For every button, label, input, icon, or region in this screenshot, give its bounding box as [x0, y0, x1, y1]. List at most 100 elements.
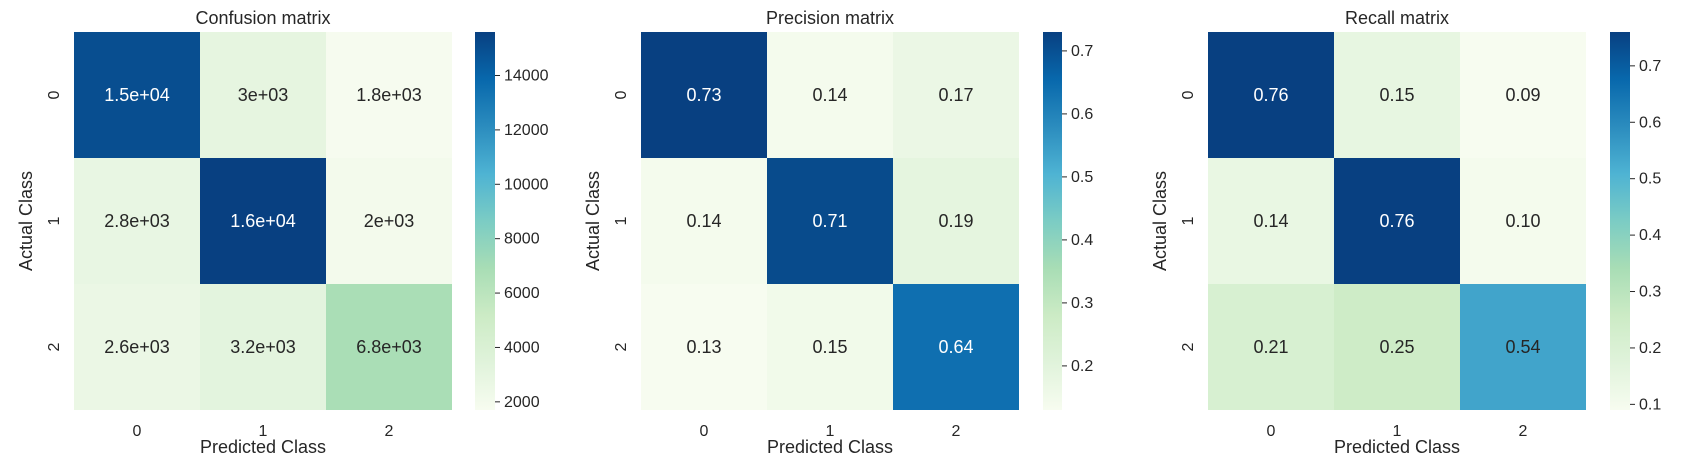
colorbar-tick-label: 0.2 [1639, 340, 1661, 357]
colorbar-tick-label: 0.6 [1639, 114, 1661, 131]
colorbar-tick-label: 0.1 [1639, 396, 1661, 413]
y-tick-label: 1 [1180, 216, 1197, 225]
heatmap-cell [200, 284, 326, 410]
cell-value-label: 0.73 [686, 85, 721, 105]
heatmap-cell [1334, 284, 1460, 410]
heatmap-cell [1460, 284, 1586, 410]
x-axis-label: Predicted Class [1334, 437, 1460, 457]
heatmap-cell [641, 158, 767, 284]
cell-value-label: 3.2e+03 [230, 337, 296, 357]
cell-value-label: 0.25 [1379, 337, 1414, 357]
y-axis-label: Actual Class [16, 171, 36, 271]
x-tick-label: 2 [952, 423, 961, 440]
heatmap-cell [1208, 32, 1334, 158]
heatmap-cell [326, 32, 452, 158]
cell-value-label: 0.17 [938, 85, 973, 105]
cell-value-label: 0.13 [686, 337, 721, 357]
heatmap-cell [74, 32, 200, 158]
colorbar-tick-label: 0.5 [1071, 169, 1093, 186]
heatmap-cell [1460, 158, 1586, 284]
cell-value-label: 0.15 [1379, 85, 1414, 105]
cell-value-label: 0.19 [938, 211, 973, 231]
colorbar-tick-label: 8000 [504, 231, 540, 248]
y-axis-label: Actual Class [583, 171, 603, 271]
chart-title: Confusion matrix [195, 8, 330, 28]
colorbar-tick-label: 0.4 [1639, 227, 1661, 244]
y-tick-label: 2 [613, 342, 630, 351]
heatmap-cell [893, 284, 1019, 410]
colorbar [1043, 32, 1062, 410]
x-tick-label: 2 [1519, 423, 1528, 440]
heatmap-cell [1208, 284, 1334, 410]
x-axis-label: Predicted Class [200, 437, 326, 457]
heatmap-cell [767, 158, 893, 284]
colorbar-tick-label: 0.6 [1071, 106, 1093, 123]
y-tick-label: 0 [1180, 90, 1197, 99]
x-tick-label: 1 [259, 423, 268, 440]
cell-value-label: 0.76 [1379, 211, 1414, 231]
y-tick-label: 0 [613, 90, 630, 99]
cell-value-label: 1.5e+04 [104, 85, 170, 105]
colorbar-tick-label: 2000 [504, 394, 540, 411]
cell-value-label: 0.14 [1253, 211, 1288, 231]
colorbar-tick-label: 0.4 [1071, 232, 1093, 249]
heatmap-panel-0: Confusion matrix 1.5e+04 3e+03 1.8e+03 2.8e+… [16, 8, 549, 457]
colorbar-tick-label: 6000 [504, 285, 540, 302]
cell-value-label: 0.14 [812, 85, 847, 105]
cell-value-label: 0.64 [938, 337, 973, 357]
heatmap-cell [1208, 158, 1334, 284]
y-tick-label: 0 [46, 90, 63, 99]
heatmap-cell [1334, 158, 1460, 284]
cell-value-label: 0.54 [1505, 337, 1540, 357]
cell-value-label: 6.8e+03 [356, 337, 422, 357]
colorbar-tick-label: 0.5 [1639, 171, 1661, 188]
chart-title: Recall matrix [1345, 8, 1449, 28]
cell-value-label: 0.21 [1253, 337, 1288, 357]
cell-value-label: 3e+03 [238, 85, 289, 105]
x-axis-label: Predicted Class [767, 437, 893, 457]
x-tick-label: 1 [1393, 423, 1402, 440]
x-tick-label: 0 [700, 423, 709, 440]
colorbar-tick-label: 0.7 [1071, 43, 1093, 60]
heatmap-cell [893, 32, 1019, 158]
cell-value-label: 0.15 [812, 337, 847, 357]
x-tick-label: 2 [385, 423, 394, 440]
colorbar-tick-label: 10000 [504, 176, 549, 193]
heatmap-cell [326, 284, 452, 410]
cell-value-label: 1.8e+03 [356, 85, 422, 105]
heatmap-cell [74, 284, 200, 410]
cell-value-label: 0.09 [1505, 85, 1540, 105]
cell-value-label: 2.8e+03 [104, 211, 170, 231]
heatmap-cell [767, 32, 893, 158]
x-tick-label: 1 [826, 423, 835, 440]
colorbar-tick-label: 0.3 [1639, 284, 1661, 301]
heatmap-cell [1334, 32, 1460, 158]
colorbar-tick-label: 0.2 [1071, 358, 1093, 375]
cell-value-label: 0.10 [1505, 211, 1540, 231]
cell-value-label: 0.76 [1253, 85, 1288, 105]
x-tick-label: 0 [133, 423, 142, 440]
heatmap-cell [641, 32, 767, 158]
colorbar-tick-label: 0.3 [1071, 295, 1093, 312]
y-tick-label: 2 [46, 342, 63, 351]
colorbar-tick-label: 14000 [504, 68, 549, 85]
cell-value-label: 1.6e+04 [230, 211, 296, 231]
heatmap-cell [74, 158, 200, 284]
colorbar-tick-label: 0.7 [1639, 58, 1661, 75]
cell-value-label: 0.71 [812, 211, 847, 231]
colorbar-tick-label: 4000 [504, 339, 540, 356]
cell-value-label: 2e+03 [364, 211, 415, 231]
heatmap-cell [641, 284, 767, 410]
y-tick-label: 1 [46, 216, 63, 225]
heatmap-cell [893, 158, 1019, 284]
colorbar [475, 32, 495, 410]
chart-title: Precision matrix [766, 8, 894, 28]
heatmap-cell [767, 284, 893, 410]
cell-value-label: 0.14 [686, 211, 721, 231]
y-axis-label: Actual Class [1150, 171, 1170, 271]
heatmap-cell [326, 158, 452, 284]
heatmap-cell [1460, 32, 1586, 158]
